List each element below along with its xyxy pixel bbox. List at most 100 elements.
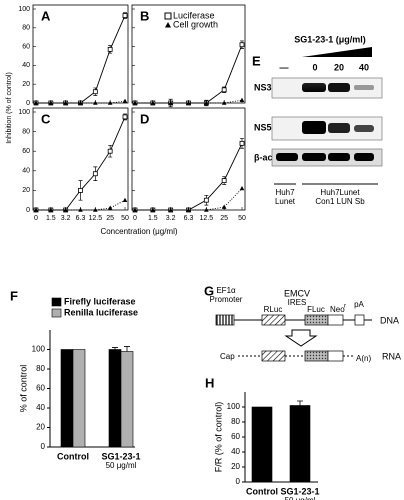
- x-tick-label: 3.2: [166, 215, 176, 222]
- panel: D 0 1.5 3.2 6.3 12.5 25 50: [131, 107, 246, 222]
- group-label: Huh7Lunet: [320, 188, 360, 197]
- group-label: Con1 LUN Sb: [315, 197, 365, 206]
- x-tick-label: 50: [238, 215, 246, 222]
- marker: [204, 207, 209, 212]
- series-line: [135, 44, 243, 104]
- legend-swatch: [51, 297, 62, 307]
- marker: [48, 100, 54, 105]
- lane-label: 20: [334, 62, 344, 72]
- marker: [186, 100, 191, 105]
- pa-box: [354, 314, 365, 326]
- element-label: pA: [354, 300, 364, 309]
- y-tick-label: 20: [36, 423, 45, 432]
- marker: [150, 207, 156, 212]
- marker: [63, 100, 68, 105]
- y-tick-label: 60: [22, 43, 30, 50]
- panel-label: E: [252, 53, 261, 68]
- lane-label: 40: [359, 62, 369, 72]
- marker: [221, 100, 227, 105]
- band: [302, 153, 326, 161]
- band: [328, 153, 350, 161]
- panel: B: [131, 4, 246, 108]
- y-tick-label: 60: [36, 384, 45, 393]
- legend-swatch: [51, 308, 62, 318]
- marker: [150, 100, 156, 105]
- y-tick-label: 80: [22, 25, 30, 32]
- marker: [48, 207, 54, 212]
- marker: [78, 187, 83, 193]
- bar: [108, 349, 122, 448]
- bar: [120, 351, 134, 448]
- marker: [92, 89, 98, 95]
- marker: [63, 207, 68, 212]
- series-line: [135, 188, 243, 211]
- rluc-box: [261, 350, 286, 362]
- y-tick-label: 20: [231, 462, 240, 471]
- y-tick-label: 40: [231, 447, 240, 456]
- marker: [122, 13, 128, 18]
- marker: [122, 114, 128, 120]
- promoter-box: [215, 314, 235, 326]
- blot-strip: [271, 116, 383, 141]
- element-label: FLuc: [307, 305, 325, 314]
- panel-label: F: [10, 288, 18, 303]
- neo-box: [327, 350, 344, 362]
- x-tick-label: 1.5: [148, 215, 158, 222]
- x-tick-label: 25: [220, 215, 228, 222]
- legend-label: Luciferase: [173, 10, 215, 20]
- y-tick-label: 0: [26, 100, 30, 107]
- y-tick-label: 100: [18, 6, 30, 13]
- band: [354, 153, 374, 161]
- error-bar: [124, 346, 130, 352]
- lane-label: 0: [312, 62, 317, 72]
- panel-label: B: [140, 8, 149, 23]
- x-tick-label: 25: [106, 215, 114, 222]
- y-tick-label: 100: [32, 345, 46, 354]
- arrow: [284, 329, 318, 347]
- treatment-label: SG1-23-1 (μg/ml): [294, 34, 366, 44]
- y-tick-label: 40: [22, 62, 30, 69]
- x-tick-label: SG1-23-1: [280, 486, 319, 496]
- bar: [251, 406, 273, 483]
- legend-label: Cell growth: [173, 19, 218, 29]
- panel-label: A: [41, 8, 51, 23]
- marker: [239, 185, 245, 191]
- band: [328, 123, 350, 133]
- x-tick-label: SG1-23-1: [101, 451, 140, 461]
- group-label: Lunet: [275, 197, 296, 206]
- dose-wedge: [302, 47, 372, 57]
- x-tick-label: 0: [133, 215, 137, 222]
- y-axis-title: % of control: [18, 365, 28, 413]
- bar: [72, 349, 86, 448]
- marker: [78, 100, 83, 105]
- marker: [122, 98, 128, 103]
- x-tick-label: Control: [246, 486, 278, 496]
- marker: [186, 207, 191, 212]
- x-axis-title: Concentration (μg/ml): [100, 227, 177, 236]
- x-tick-label: 6.3: [184, 215, 194, 222]
- legend-marker: [165, 22, 171, 28]
- element-label: EMCV: [284, 288, 310, 298]
- row-label: NS5A: [254, 122, 279, 132]
- blot-strip: [271, 148, 383, 167]
- marker: [239, 97, 245, 102]
- element-label: Cap: [220, 352, 235, 361]
- marker: [221, 178, 227, 184]
- x-tick-label: 6.3: [76, 215, 86, 222]
- y-tick-label: 60: [231, 432, 240, 441]
- x-tick-label: 0: [34, 215, 38, 222]
- group-label: Huh7: [275, 188, 295, 197]
- marker: [122, 197, 128, 202]
- y-tick-label: 80: [36, 364, 45, 373]
- marker: [33, 207, 39, 212]
- marker: [168, 207, 173, 212]
- y-axis-title: Inhibition (% of control): [6, 72, 13, 144]
- marker: [132, 100, 138, 105]
- element-label: Neo: [330, 305, 345, 314]
- error-bar: [297, 400, 303, 406]
- panel: C 0 20 40 60 80 100 0 1.5 3.2 6.3 12.5 25 50: [18, 107, 129, 222]
- y-tick-label: 0: [26, 207, 30, 214]
- marker: [239, 42, 245, 48]
